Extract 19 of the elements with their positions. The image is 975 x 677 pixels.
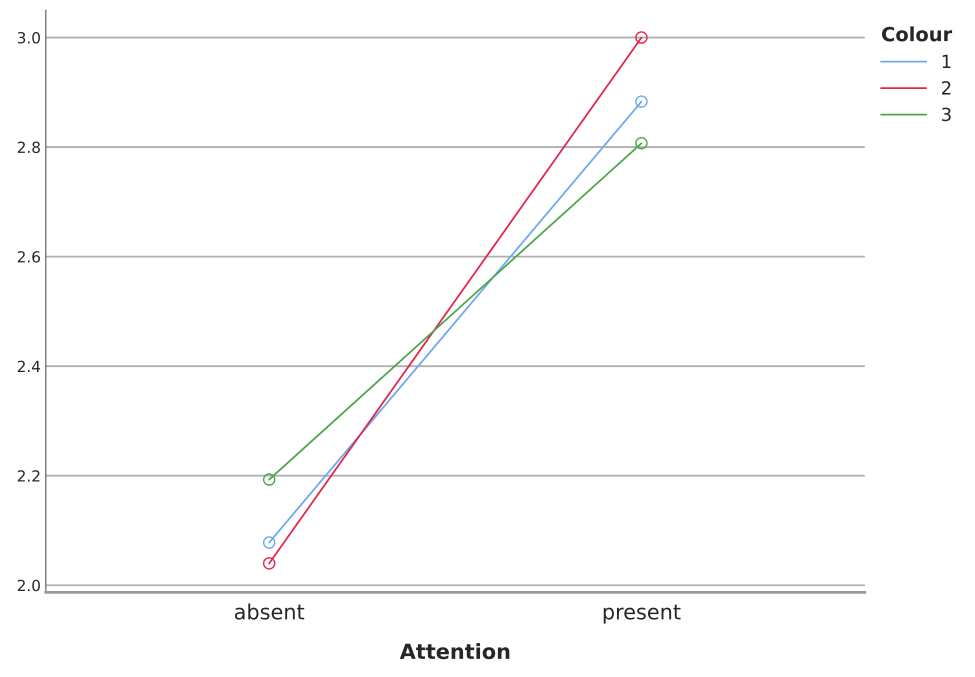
x-axis-title: Attention [400,643,510,660]
y-tick-label: 2.8 [18,142,40,154]
point [262,473,276,486]
x-tick-label: absent [234,603,304,620]
point [635,95,648,108]
point [635,137,648,150]
x-tick-label: present [604,604,681,624]
y-tick-label: 2.0 [18,580,40,592]
point [262,536,276,549]
legend-label: 2 [942,81,950,94]
y-tick-label: 2.6 [18,251,40,263]
point [635,31,648,44]
y-tick-label: 2.4 [18,360,40,372]
y-tick-label: 3.0 [18,32,40,44]
y-tick-label: 2.2 [18,470,40,482]
point [262,557,276,570]
legend-title: Colour [882,26,952,42]
legend-label: 1 [942,54,950,68]
legend-label: 3 [942,108,951,122]
